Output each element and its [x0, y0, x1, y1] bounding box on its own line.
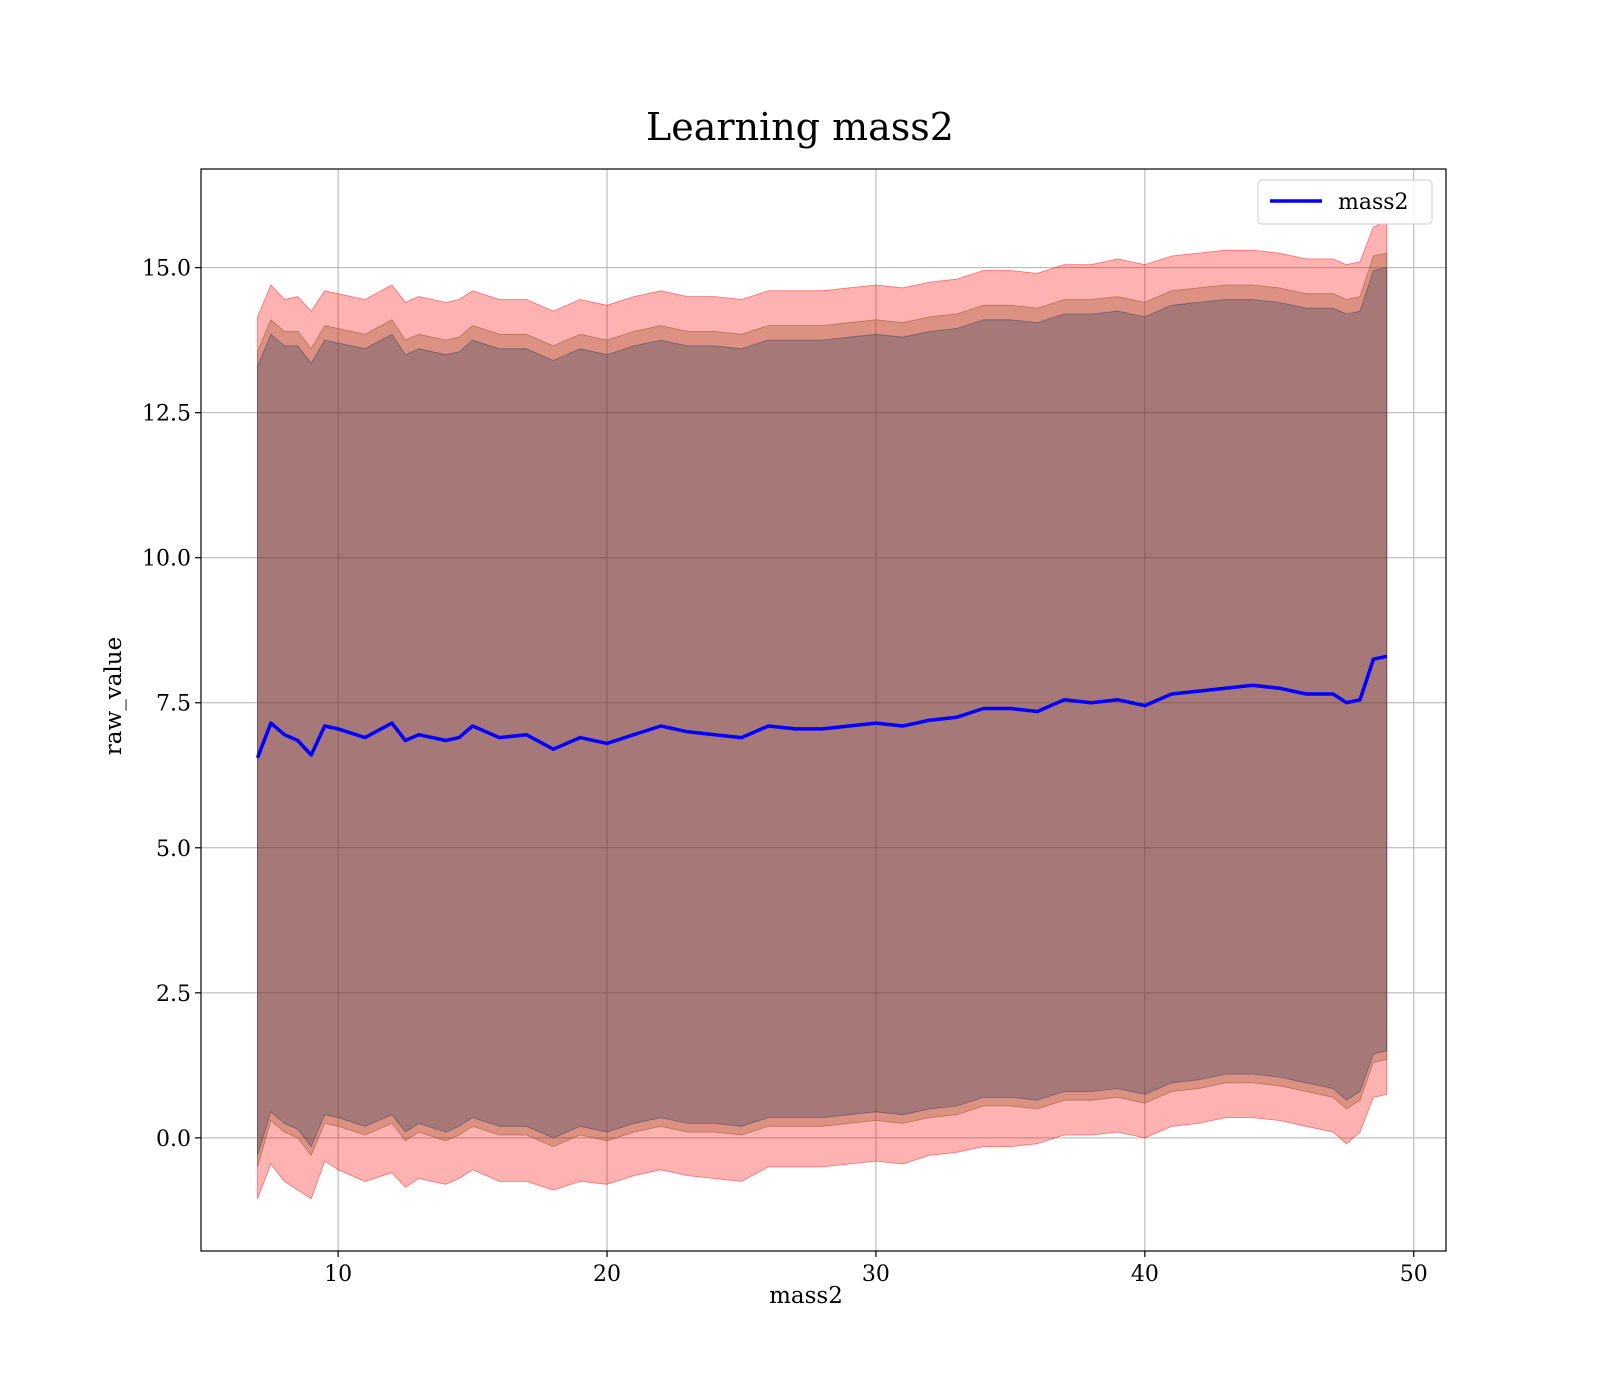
chart-title: Learning mass2 [646, 105, 954, 149]
series-line-mass2 [255, 654, 1388, 759]
confidence-band-1 [257, 252, 1388, 1168]
confidence-band-2 [257, 267, 1388, 1156]
y-tick-label: 2.5 [156, 982, 191, 1007]
plot-frame [200, 168, 1447, 1252]
x-tick-label: 30 [862, 1262, 890, 1287]
x-tick-label: 10 [324, 1262, 352, 1287]
x-tick-label: 50 [1400, 1262, 1428, 1287]
confidence-bands [257, 220, 1388, 1200]
x-tick-label: 20 [593, 1262, 621, 1287]
legend-label: mass2 [1338, 190, 1409, 215]
y-tick-label: 7.5 [156, 692, 191, 717]
y-axis-ticks: 0.0 2.5 5.0 7.5 10.0 12.5 15.0 [142, 257, 201, 1152]
x-tick-label: 40 [1131, 1262, 1159, 1287]
plot-area [201, 169, 1446, 1251]
legend-box [1257, 179, 1433, 225]
grid-lines [201, 169, 1446, 1251]
x-axis-title: mass2 [769, 1283, 843, 1309]
y-tick-label: 0.0 [156, 1127, 191, 1152]
y-tick-label: 5.0 [156, 837, 191, 862]
legend: mass2 [1257, 179, 1433, 225]
y-tick-label: 15.0 [142, 257, 191, 282]
x-axis-ticks: 10 20 30 40 50 [324, 1251, 1428, 1287]
y-tick-label: 10.0 [142, 547, 191, 572]
y-axis-title: raw_value [101, 637, 127, 755]
confidence-band-0 [257, 220, 1388, 1200]
y-tick-label: 12.5 [142, 402, 191, 427]
series-lines [255, 654, 1388, 759]
